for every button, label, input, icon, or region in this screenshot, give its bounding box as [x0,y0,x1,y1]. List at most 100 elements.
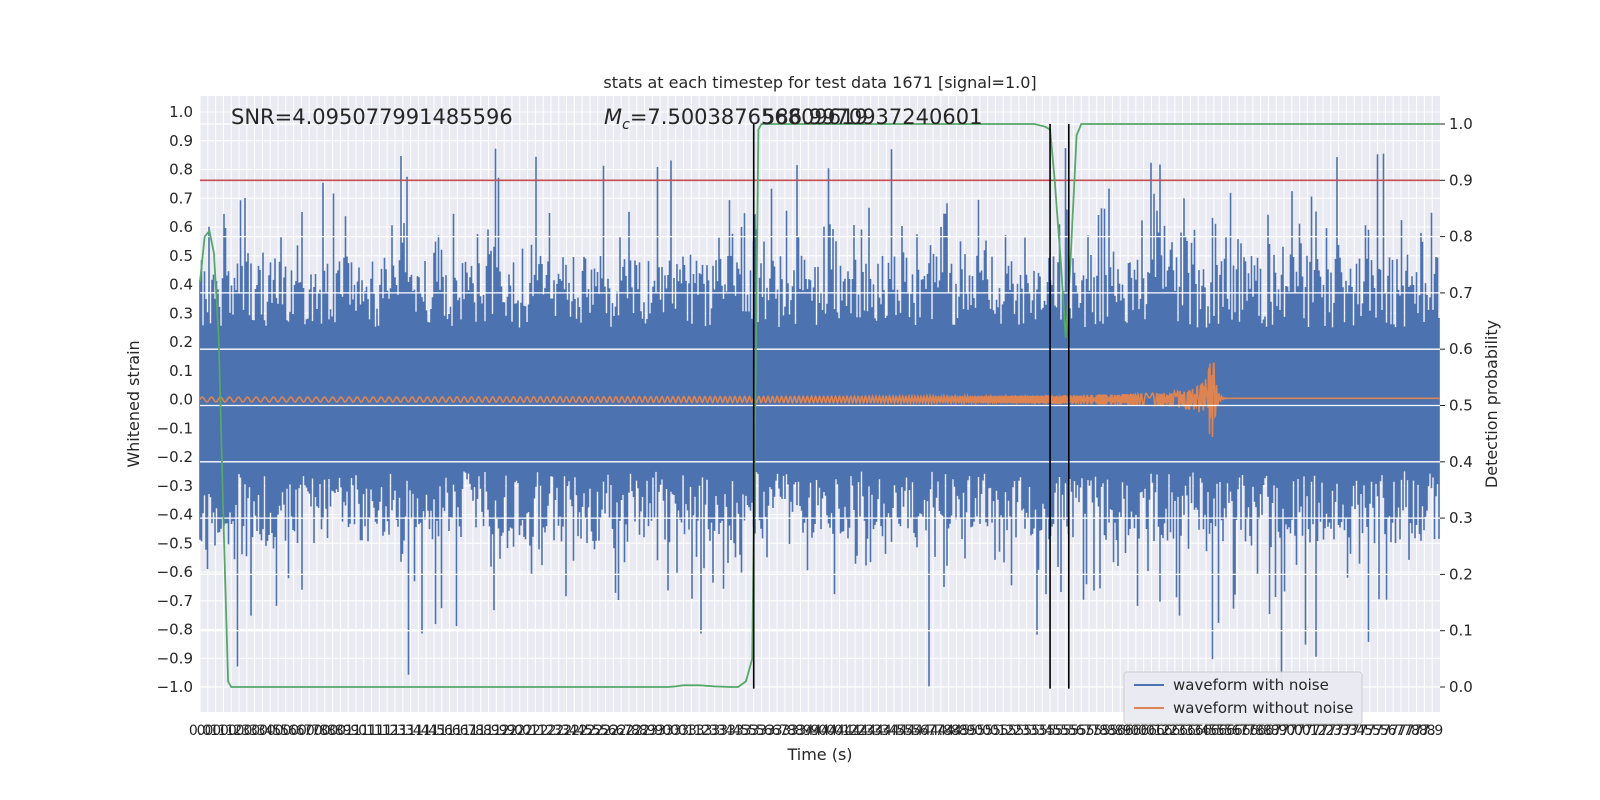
x-tick-label: 0.5 [259,723,281,739]
x-tick-label: 7.7 [1382,723,1404,739]
x-tick-label: 2.1 [516,723,538,739]
x-tick-label: 6.2 [1156,723,1178,739]
x-tick-label: 0.9 [337,723,359,739]
x-tick-label: 0.3 [236,723,258,739]
y-tick-label: 0.5 [169,247,193,265]
x-tick-label: 2.9 [633,723,655,739]
y-tick-label: −0.6 [157,563,193,581]
legend-box [1123,671,1363,725]
x-tick-label: 3.5 [727,723,749,739]
x-tick-label: 0.1 [204,723,226,739]
y-axis-label: Whitened strain [124,340,143,467]
y-tick-right-label: 0.9 [1449,171,1473,189]
x-tick-label: 6.7 [1226,723,1248,739]
x-tick-label: 0.2 [220,723,242,739]
x-tick-label: 1.3 [384,723,406,739]
x-tick-label: 2.8 [618,723,640,739]
x-tick-label: 4.5 [891,723,913,739]
x-tick-label: 5.0 [977,723,999,739]
x-tick-label: 3.9 [789,723,811,739]
y-tick-label: 0.7 [169,189,193,207]
x-tick-label: 1.8 [470,723,492,739]
x-tick-label: 6.9 [1265,723,1287,739]
clean-trace [199,362,1440,437]
y-tick-label: 0.4 [169,276,193,294]
x-tick-label: 4.0 [821,723,843,739]
x-tick-label: 2.0 [501,723,523,739]
y-tick-label: −1.0 [157,678,193,696]
y-tick-label: 0.9 [169,132,193,150]
legend-label-noise: waveform with noise [1173,676,1329,694]
x-tick-label: 5.7 [1078,723,1100,739]
x-tick-label: 6.6 [1218,723,1240,739]
x-tick-label: 2.2 [532,723,554,739]
x-axis-label: Time (s) [786,745,852,764]
x-tick-label: 2.1 [524,723,546,739]
x-tick-label: 7.2 [1304,723,1326,739]
y-tick-right-label: 0.0 [1449,678,1473,696]
x-tick-label: 4.2 [836,723,858,739]
x-tick-label: 7.3 [1320,723,1342,739]
x-tick-label: 3.4 [711,723,733,739]
chirp-mass-symbol: M [604,105,622,129]
x-tick-label: 0.1 [197,723,219,739]
x-tick-label: 7.2 [1312,723,1334,739]
x-tick-label: 4.8 [938,723,960,739]
x-tick-label: 3.4 [719,723,741,739]
x-tick-label: 1.6 [431,723,453,739]
x-tick-label: 4.7 [922,723,944,739]
x-tick-label: 6.2 [1148,723,1170,739]
x-tick-label: 7.5 [1359,723,1381,739]
x-tick-label: 0.3 [228,723,250,739]
x-tick-label: 5.2 [1000,723,1022,739]
x-tick-label: 4.0 [805,723,827,739]
x-tick-label: 5.8 [1094,723,1116,739]
y-tick-right-label: 0.7 [1449,284,1473,302]
snr-annotation: SNR=4.095077991485596 [231,105,513,129]
x-tick-label: 5.3 [1023,723,1045,739]
x-tick-label: 6.8 [1249,723,1271,739]
x-tick-label: 5.3 [1016,723,1038,739]
x-tick-label: 4.2 [844,723,866,739]
x-tick-label: 3.0 [657,723,679,739]
y-tick-right-label: 0.1 [1449,622,1473,640]
x-tick-label: 3.6 [750,723,772,739]
chirp-mass-value: =7.500387656809619 [630,105,868,129]
y-tick-label: −0.3 [157,477,193,495]
x-tick-label: 6.3 [1172,723,1194,739]
y-tick-label: −0.7 [157,592,193,610]
y-tick-right-label: 0.8 [1449,228,1473,246]
x-tick-label: 1.7 [454,723,476,739]
x-tick-label: 2.0 [509,723,531,739]
x-tick-label: 1.9 [477,723,499,739]
x-tick-label: 3.0 [665,723,687,739]
x-tick-label: 4.8 [945,723,967,739]
x-tick-label: 1.9 [485,723,507,739]
y-tick-label: −0.1 [157,419,193,437]
y-axis-right-label: Detection probability [1482,320,1501,488]
x-tick-label: 3.1 [672,723,694,739]
y-tick-label: −0.2 [157,448,193,466]
x-tick-label: 4.9 [953,723,975,739]
x-tick-label: 0.1 [212,723,234,739]
x-axis: 0.00.10.10.10.20.30.30.30.40.50.50.60.60… [189,723,1443,739]
x-tick-label: 3.3 [704,723,726,739]
x-tick-label: 2.7 [610,723,632,739]
y-tick-label: 1.0 [169,103,193,121]
x-tick-label: 0.0 [189,723,211,739]
y-tick-right-label: 0.5 [1449,397,1473,415]
x-tick-label: 0.9 [329,723,351,739]
x-tick-label: 7.9 [1421,723,1443,739]
x-tick-label: 7.7 [1390,723,1412,739]
y-tick-label: 0.8 [169,161,193,179]
x-tick-label: 7.4 [1343,723,1365,739]
x-tick-label: 1.5 [423,723,445,739]
x-tick-label: 5.6 [1062,723,1084,739]
x-tick-label: 5.8 [1086,723,1108,739]
x-tick-label: 6.0 [1125,723,1147,739]
x-tick-label: 4.5 [899,723,921,739]
y-tick-right-label: 0.6 [1449,340,1473,358]
x-tick-label: 7.6 [1374,723,1396,739]
y-tick-right-label: 0.2 [1449,565,1473,583]
